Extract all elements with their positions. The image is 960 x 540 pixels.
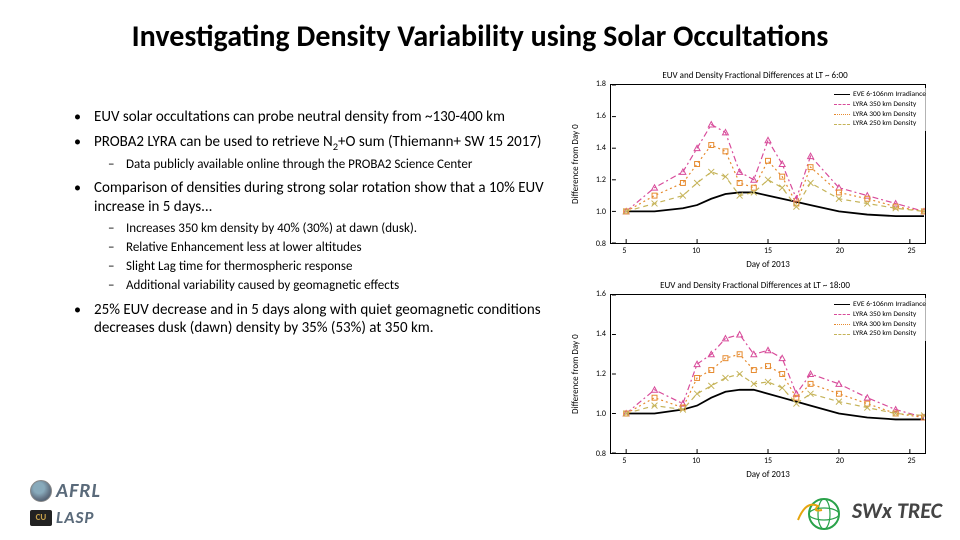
slide: Investigating Density Variability using … xyxy=(0,0,960,540)
sub-bullet-text: Relative Enhancement less at lower altit… xyxy=(126,240,362,255)
sub-bullet-item: Relative Enhancement less at lower altit… xyxy=(94,240,565,256)
y-axis-label: Difference from Day 0 xyxy=(570,294,582,454)
bullet-item: PROBA2 LYRA can be used to retrieve N2+O… xyxy=(70,133,565,173)
sub-bullet-item: Additional variability caused by geomagn… xyxy=(94,278,565,294)
afrl-text: AFRL xyxy=(56,479,101,503)
bullet-text: 25% EUV decrease and in 5 days along wit… xyxy=(94,301,541,338)
bullet-text: EUV solar occultations can probe neutral… xyxy=(94,108,505,126)
bullet-item: Comparison of densities during strong so… xyxy=(70,179,565,295)
sub-bullet-text: Data publicly available online through t… xyxy=(126,157,472,172)
chart-title: EUV and Density Fractional Differences a… xyxy=(570,280,940,291)
text-fragment: PROBA2 LYRA can be used to retrieve N xyxy=(94,133,333,151)
chart-legend: EVE 6-106nm IrradianceLYRA 350 km Densit… xyxy=(830,88,930,131)
swxtrec-logo: SWx TREC xyxy=(794,490,942,530)
swxtrec-globe-icon xyxy=(794,490,846,530)
slide-title: Investigating Density Variability using … xyxy=(0,18,960,55)
text-fragment: +O sum (Thiemann+ SW 15 2017) xyxy=(338,133,541,151)
bullet-column: EUV solar occultations can probe neutral… xyxy=(70,108,565,344)
sub-bullet-item: Increases 350 km density by 40% (30%) at… xyxy=(94,221,565,237)
logos-left: AFRL CU LASP xyxy=(30,479,101,528)
bullet-item: EUV solar occultations can probe neutral… xyxy=(70,108,565,127)
afrl-shield-icon xyxy=(30,480,52,502)
x-ticks: 510152025 xyxy=(610,246,926,258)
bullet-item: 25% EUV decrease and in 5 days along wit… xyxy=(70,301,565,339)
chart-legend: EVE 6-106nm IrradianceLYRA 350 km Densit… xyxy=(830,298,930,341)
x-axis-label: Day of 2013 xyxy=(610,259,926,270)
sub-bullet-text: Slight Lag time for thermospheric respon… xyxy=(126,259,352,274)
y-axis-label: Difference from Day 0 xyxy=(570,84,582,244)
y-ticks: 0.81.01.21.41.6 xyxy=(584,294,608,454)
lasp-text: LASP xyxy=(56,507,94,528)
sub-bullet-text: Increases 350 km density by 40% (30%) at… xyxy=(126,221,417,236)
bullet-text: PROBA2 LYRA can be used to retrieve N2+O… xyxy=(94,133,541,151)
chart-bottom: EUV and Density Fractional Differences a… xyxy=(570,280,940,480)
sub-bullet-item: Slight Lag time for thermospheric respon… xyxy=(94,259,565,275)
swxtrec-text: SWx TREC xyxy=(852,497,942,524)
x-ticks: 510152025 xyxy=(610,456,926,468)
chart-top: EUV and Density Fractional Differences a… xyxy=(570,70,940,270)
bullet-text: Comparison of densities during strong so… xyxy=(94,179,544,216)
afrl-logo: AFRL xyxy=(30,479,101,503)
y-ticks: 0.81.01.21.41.61.8 xyxy=(584,84,608,244)
charts-column: EUV and Density Fractional Differences a… xyxy=(570,70,940,490)
sub-bullet-text: Additional variability caused by geomagn… xyxy=(126,278,399,293)
x-axis-label: Day of 2013 xyxy=(610,469,926,480)
cu-badge-icon: CU xyxy=(30,510,52,526)
lasp-logo: CU LASP xyxy=(30,507,101,528)
sub-bullet-item: Data publicly available online through t… xyxy=(94,157,565,173)
chart-title: EUV and Density Fractional Differences a… xyxy=(570,70,940,81)
